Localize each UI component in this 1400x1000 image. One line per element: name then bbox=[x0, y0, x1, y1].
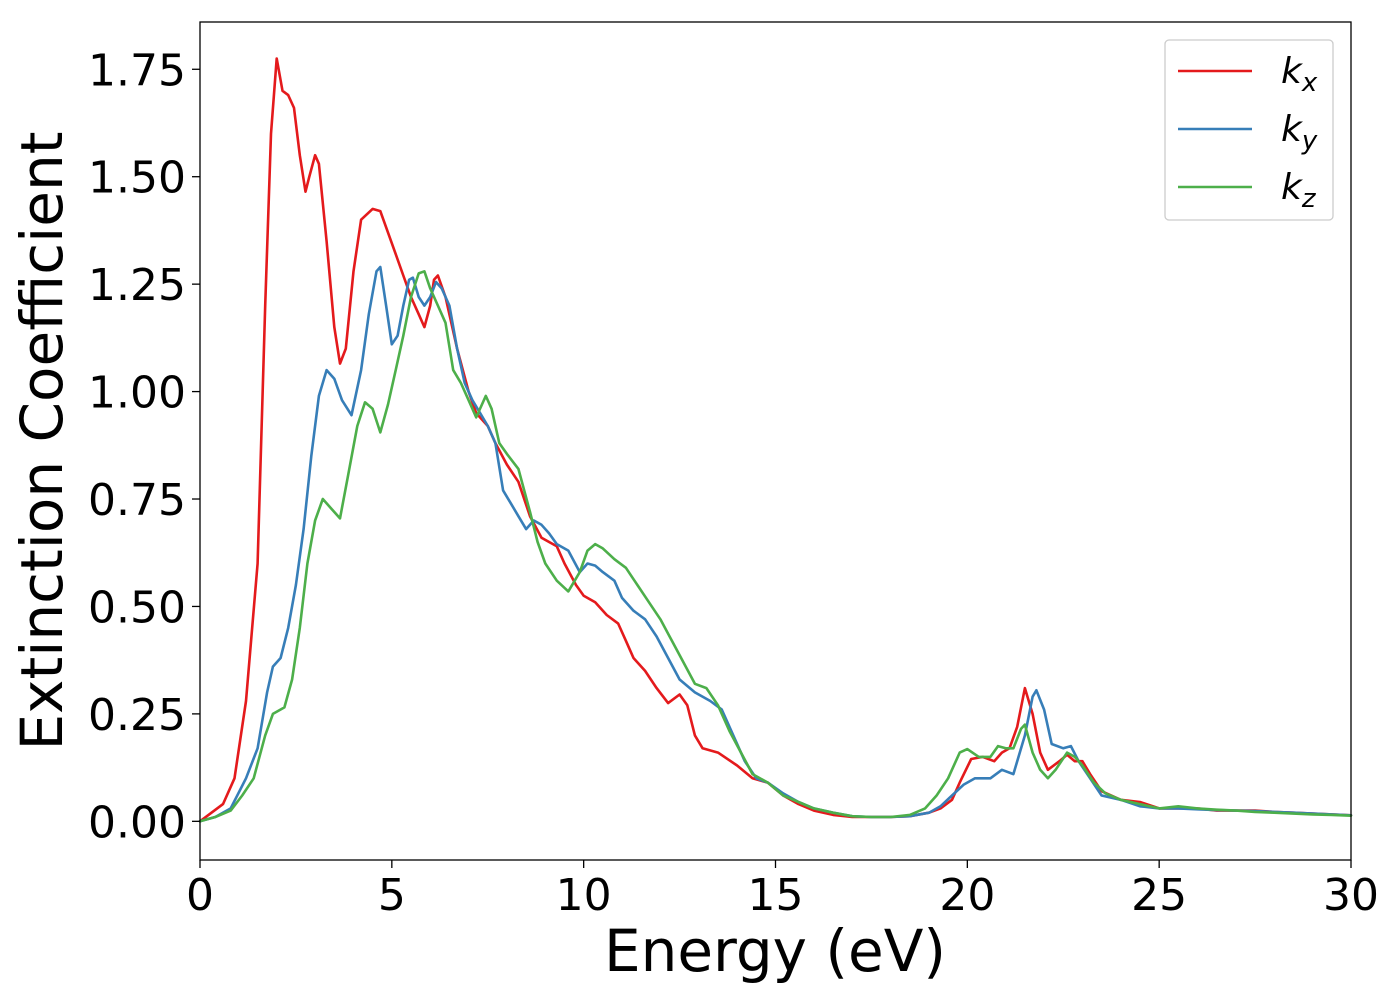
x-tick-label: 30 bbox=[1323, 870, 1379, 921]
y-tick-label: 1.50 bbox=[88, 153, 186, 204]
y-tick-label: 1.00 bbox=[88, 368, 186, 419]
x-tick-label: 0 bbox=[186, 870, 214, 921]
x-tick-label: 5 bbox=[378, 870, 406, 921]
legend-label-z: kz bbox=[1281, 167, 1317, 214]
y-tick-label: 1.75 bbox=[88, 45, 186, 96]
x-tick-label: 10 bbox=[556, 870, 612, 921]
legend-label-x: kx bbox=[1281, 51, 1318, 98]
y-axis-title: Extinction Coefficient bbox=[8, 132, 76, 751]
y-tick-label: 0.50 bbox=[88, 582, 186, 633]
x-axis: 0 5 10 15 20 25 30 bbox=[186, 860, 1379, 921]
y-tick-label: 0.75 bbox=[88, 475, 186, 526]
x-tick-label: 20 bbox=[939, 870, 995, 921]
legend-label-y: ky bbox=[1281, 109, 1318, 156]
x-tick-label: 15 bbox=[748, 870, 804, 921]
y-axis: 0.00 0.25 0.50 0.75 1.00 1.25 1.50 1.75 bbox=[88, 45, 200, 848]
y-tick-label: 1.25 bbox=[88, 260, 186, 311]
legend: kx ky kz bbox=[1164, 39, 1334, 221]
x-axis-title: Energy (eV) bbox=[604, 917, 946, 985]
y-tick-label: 0.25 bbox=[88, 690, 186, 741]
y-tick-label: 0.00 bbox=[88, 797, 186, 848]
series-line-y bbox=[198, 265, 1353, 823]
x-tick-label: 25 bbox=[1131, 870, 1187, 921]
series-line-z bbox=[198, 270, 1353, 823]
